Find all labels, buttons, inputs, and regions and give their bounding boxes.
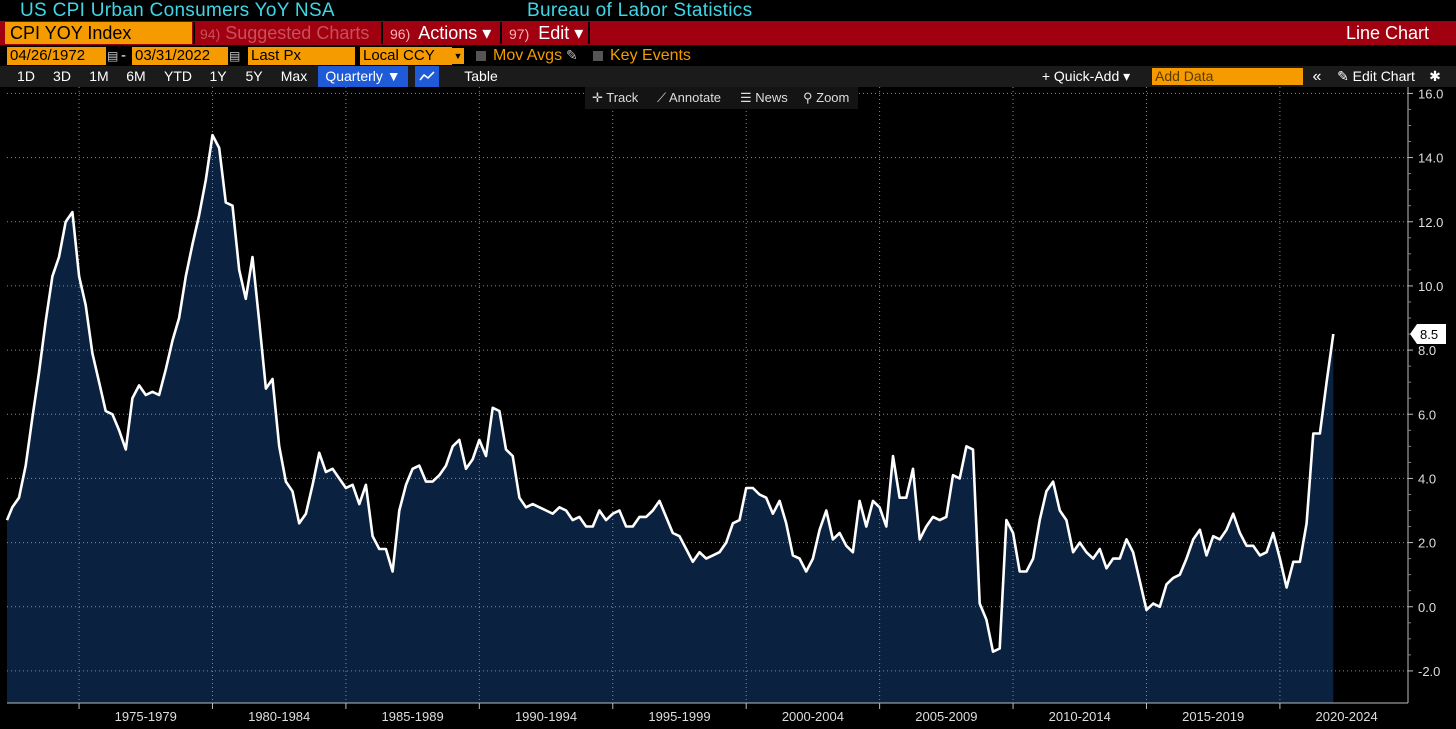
actions-label: Actions ▾ (418, 23, 492, 43)
range-1y-button[interactable]: 1Y (209, 68, 227, 84)
price-field-select[interactable]: Last Px (248, 47, 355, 65)
y-tick-label: 8.0 (1418, 343, 1436, 358)
y-tick-label: 12.0 (1418, 215, 1443, 230)
chevron-down-icon[interactable]: ▼ (452, 48, 464, 64)
range-ytd-button[interactable]: YTD (164, 68, 192, 84)
range-5y-button[interactable]: 5Y (245, 68, 263, 84)
quick-add-button[interactable]: + Quick-Add ▾ (1041, 68, 1131, 84)
title-bar (0, 0, 1456, 21)
actions-number: 96) (390, 26, 411, 42)
suggested-charts-number: 94) (200, 26, 221, 42)
data-source: Bureau of Labor Statistics (527, 0, 753, 21)
key-events-label: Key Events (610, 47, 691, 64)
menu-bar (0, 21, 1456, 45)
y-tick-label: 4.0 (1418, 471, 1436, 486)
range-1m-button[interactable]: 1M (89, 68, 109, 84)
x-tick-label: 1985-1989 (382, 709, 444, 724)
news-tool[interactable]: ☰ News (740, 90, 788, 105)
y-tick-label: 16.0 (1418, 87, 1443, 101)
start-date-field[interactable]: 04/26/1972 (7, 47, 106, 65)
edit-menu[interactable]: 97) Edit ▾ (509, 22, 583, 44)
collapse-icon[interactable]: « (1312, 68, 1322, 85)
y-tick-label: 14.0 (1418, 151, 1443, 166)
chart-type-label[interactable]: Line Chart (1346, 23, 1430, 43)
edit-chart-button[interactable]: ✎ Edit Chart (1337, 68, 1415, 84)
suggested-charts-label: Suggested Charts (225, 23, 370, 43)
edit-label: Edit ▾ (538, 23, 584, 43)
currency-select[interactable]: Local CCY (360, 47, 452, 65)
range-1d-button[interactable]: 1D (17, 68, 35, 84)
key-events-checkbox[interactable] (593, 51, 603, 61)
settings-icon[interactable]: ✱ (1429, 68, 1441, 84)
menu-divider (193, 22, 195, 44)
x-tick-label: 2015-2019 (1182, 709, 1244, 724)
menu-divider (500, 22, 502, 44)
line-chart-icon[interactable] (415, 66, 439, 87)
range-3d-button[interactable]: 3D (53, 68, 71, 84)
x-tick-label: 1995-1999 (648, 709, 710, 724)
add-data-input[interactable] (1152, 68, 1303, 85)
series-area-fill (7, 135, 1334, 704)
mov-avgs-label: Mov Avgs (493, 47, 563, 64)
end-date-field[interactable]: 03/31/2022 (132, 47, 228, 65)
security-title: US CPI Urban Consumers YoY NSA (20, 0, 335, 21)
suggested-charts-menu[interactable]: 94) Suggested Charts (200, 22, 369, 44)
x-tick-label: 2020-2024 (1316, 709, 1378, 724)
x-tick-label: 2005-2009 (915, 709, 977, 724)
date-separator: - (121, 47, 126, 64)
y-tick-label: 2.0 (1418, 536, 1436, 551)
series-line (5, 133, 1335, 653)
y-tick-label: -2.0 (1418, 664, 1440, 679)
table-button[interactable]: Table (464, 68, 498, 84)
y-tick-label: 0.0 (1418, 600, 1436, 615)
calendar-icon[interactable]: ▤ (107, 49, 119, 63)
edit-number: 97) (509, 26, 530, 42)
menu-divider (588, 22, 590, 44)
chart-tools-bar (585, 87, 858, 109)
x-tick-label: 2010-2014 (1049, 709, 1111, 724)
x-tick-label: 1975-1979 (115, 709, 177, 724)
cpi-line-chart[interactable]: -2.0 0.0 2.0 4.0 6.0 8.0 10.0 12.0 14.0 16.0 1975-… (0, 87, 1456, 729)
pencil-icon[interactable]: ✎ (566, 47, 578, 63)
x-tick-label: 1980-1984 (248, 709, 310, 724)
y-tick-label: 10.0 (1418, 279, 1443, 294)
y-tick-label: 6.0 (1418, 407, 1436, 422)
x-tick-label: 1990-1994 (515, 709, 577, 724)
zoom-tool[interactable]: ⚲ Zoom (803, 90, 850, 105)
range-max-button[interactable]: Max (280, 68, 308, 84)
calendar-icon[interactable]: ▤ (229, 49, 241, 63)
x-tick-label: 2000-2004 (782, 709, 844, 724)
actions-menu[interactable]: 96) Actions ▾ (390, 22, 491, 44)
range-6m-button[interactable]: 6M (126, 68, 146, 84)
period-select[interactable]: Quarterly ▼ (318, 66, 408, 87)
track-tool[interactable]: ✛ Track (592, 90, 639, 105)
annotate-tool[interactable]: ⟋ Annotate (657, 90, 722, 105)
last-value-label: 8.5 (1420, 327, 1438, 342)
menu-divider (381, 22, 383, 44)
ticker-field[interactable]: CPI YOY Index (5, 22, 192, 44)
mov-avgs-checkbox[interactable] (476, 51, 486, 61)
last-value-badge (1410, 324, 1446, 345)
